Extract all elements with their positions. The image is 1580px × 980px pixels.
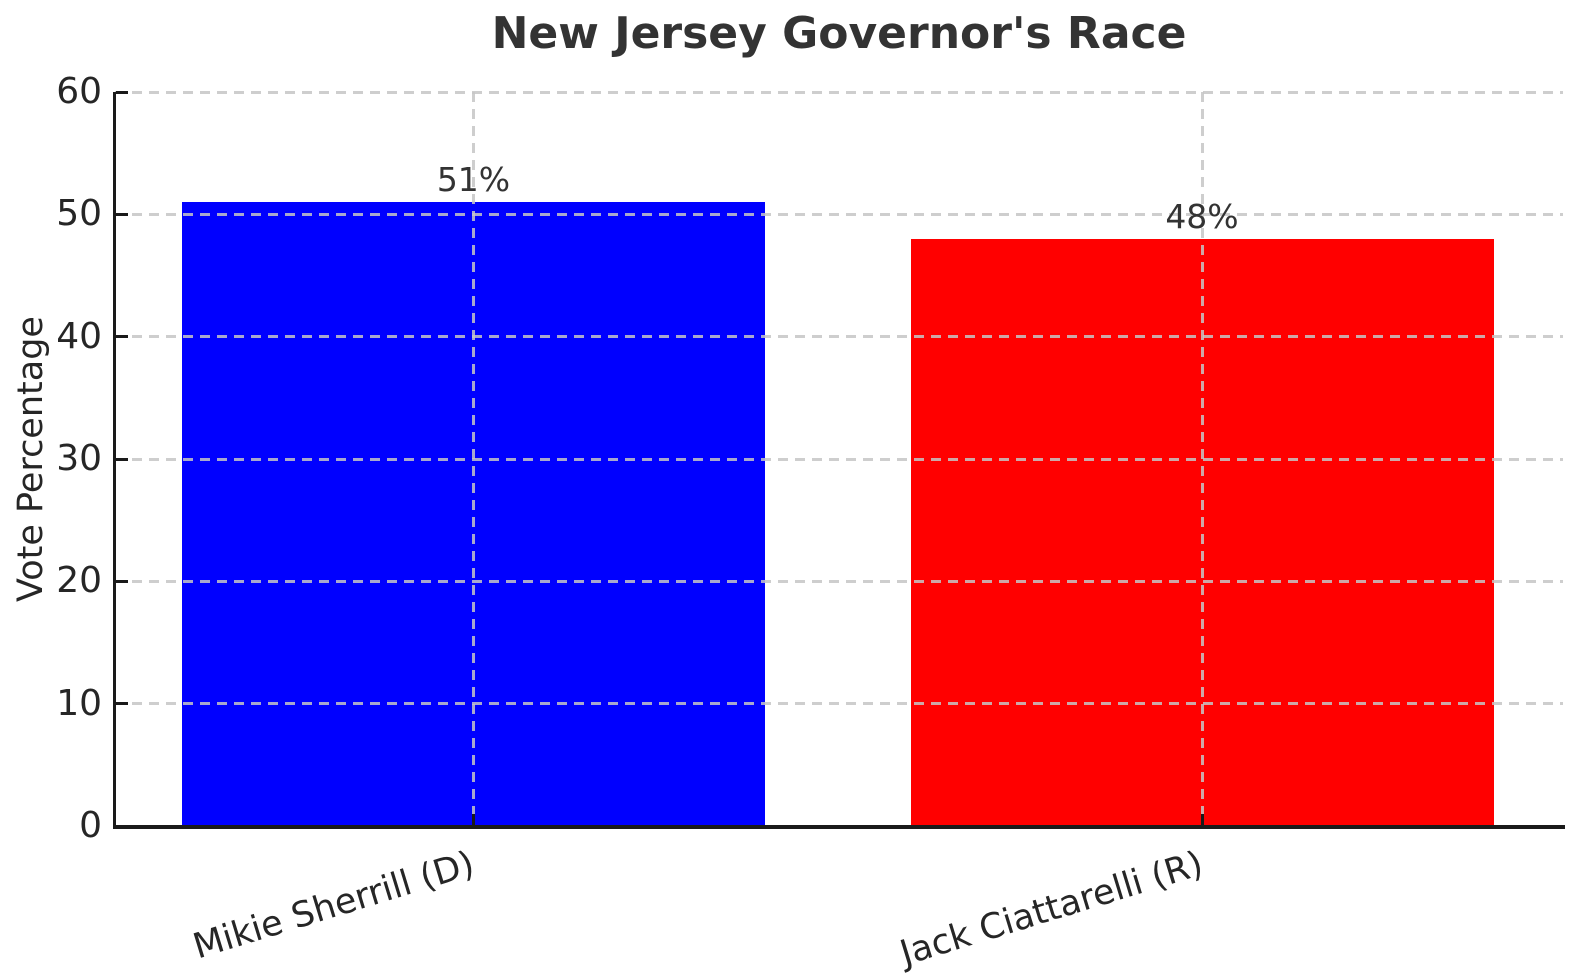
bar-value-label-1: 51% xyxy=(436,160,511,200)
gridline-x-2 xyxy=(1200,92,1204,826)
y-tick-label-20: 20 xyxy=(56,560,102,602)
x-tick-label-1: Mikie Sherrill (D) xyxy=(188,844,480,968)
y-tick-60 xyxy=(116,90,128,94)
x-tick-2 xyxy=(1200,814,1204,826)
y-tick-30 xyxy=(116,457,128,461)
y-tick-label-40: 40 xyxy=(56,315,102,357)
chart-title: New Jersey Governor's Race xyxy=(491,8,1187,59)
bar-value-label-2: 48% xyxy=(1165,196,1239,236)
y-tick-label-0: 0 xyxy=(79,805,102,846)
gridline-y-50 xyxy=(115,212,1563,216)
gridline-y-40 xyxy=(115,335,1563,339)
y-tick-10 xyxy=(116,702,128,706)
y-tick-40 xyxy=(116,335,128,339)
y-tick-50 xyxy=(116,212,128,216)
y-tick-label-50: 50 xyxy=(56,193,102,235)
gridline-y-20 xyxy=(115,579,1563,583)
y-tick-label-10: 10 xyxy=(56,682,102,724)
gridline-y-10 xyxy=(115,702,1563,706)
y-tick-20 xyxy=(116,579,128,583)
gridline-y-60 xyxy=(115,90,1563,94)
x-tick-1 xyxy=(472,814,475,826)
y-tick-label-30: 30 xyxy=(56,438,102,479)
gridline-x-1 xyxy=(472,92,475,826)
x-tick-label-2: Jack Ciattarelli (R) xyxy=(895,844,1208,975)
gridline-y-30 xyxy=(115,457,1563,461)
y-tick-label-60: 60 xyxy=(56,71,102,112)
x-axis-spine xyxy=(113,825,1565,829)
y-axis-spine xyxy=(113,92,116,829)
